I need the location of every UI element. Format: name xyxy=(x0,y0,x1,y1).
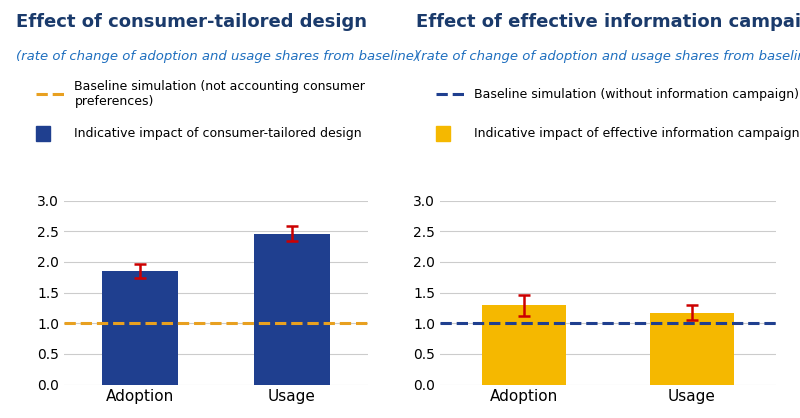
Text: Baseline simulation (without information campaign): Baseline simulation (without information… xyxy=(474,87,799,101)
Bar xyxy=(102,271,178,385)
Text: Baseline simulation (not accounting consumer
preferences): Baseline simulation (not accounting cons… xyxy=(74,80,366,108)
Bar xyxy=(482,306,566,385)
Bar xyxy=(254,234,330,385)
Text: Indicative impact of effective information campaign: Indicative impact of effective informati… xyxy=(474,127,800,140)
Text: Indicative impact of consumer-tailored design: Indicative impact of consumer-tailored d… xyxy=(74,127,362,140)
Text: (rate of change of adoption and usage shares from baseline): (rate of change of adoption and usage sh… xyxy=(416,50,800,63)
Text: (rate of change of adoption and usage shares from baseline): (rate of change of adoption and usage sh… xyxy=(16,50,419,63)
Text: Effect of consumer-tailored design: Effect of consumer-tailored design xyxy=(16,13,367,31)
Bar xyxy=(650,313,734,385)
Text: Effect of effective information campaign: Effect of effective information campaign xyxy=(416,13,800,31)
